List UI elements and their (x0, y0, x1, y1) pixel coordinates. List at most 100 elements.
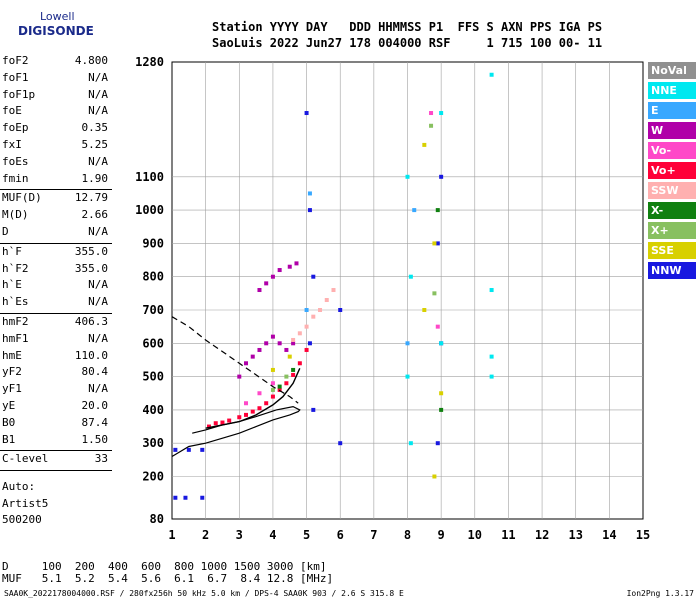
param-value: 406.3 (74, 314, 108, 328)
x-tick-label: 11 (501, 528, 515, 542)
echo-point-nnw (173, 495, 178, 500)
logo-lowell: Lowell (40, 10, 75, 23)
echo-point-vo- (304, 347, 309, 352)
param-value: 0.35 (81, 121, 109, 135)
param-value: 20.0 (81, 398, 109, 412)
legend-item-x-: X- (648, 202, 696, 219)
param-row: foEp 0.35 (0, 121, 112, 138)
echo-point-w (257, 288, 262, 293)
echo-point-ssw (318, 308, 323, 312)
echo-point-ssw (311, 314, 316, 319)
echo-point-ssw (324, 298, 329, 303)
echo-point-nnw (338, 308, 343, 312)
y-tick-label: 400 (142, 403, 164, 417)
echo-point-nnw (183, 495, 188, 500)
param-name: hmF2 (2, 314, 29, 328)
echo-point-ssw (304, 324, 309, 329)
echo-point-vo- (207, 424, 212, 429)
echo-point-vo- (435, 324, 440, 329)
param-row: fxI 5.25 (0, 138, 112, 155)
echo-point-nnw (304, 111, 309, 116)
muf-table: D 100 200 400 600 800 1000 1500 3000 [km… (2, 561, 333, 585)
param-name: foEp (2, 121, 29, 135)
y-tick-label: 800 (142, 270, 164, 284)
param-value: 5.25 (81, 137, 109, 151)
echo-point-vo- (264, 401, 269, 406)
auto-line-1: Auto: (2, 480, 36, 493)
x-tick-label: 13 (568, 528, 582, 542)
param-name: B0 (2, 415, 16, 429)
param-value: N/A (88, 104, 108, 118)
echo-point-w (284, 347, 289, 352)
param-name: yE (2, 398, 16, 412)
param-separator (0, 242, 112, 244)
x-tick-label: 12 (535, 528, 549, 542)
y-tick-label: 1000 (135, 203, 164, 217)
echo-point-vo- (213, 421, 218, 426)
echo-point-vo- (429, 111, 434, 116)
echo-point-sse (432, 474, 437, 479)
param-separator (0, 470, 112, 472)
legend-item-nnw: NNW (648, 262, 696, 279)
version-label: Ion2Png 1.3.17 (626, 589, 694, 598)
x-tick-label: 1 (168, 528, 175, 542)
param-name: fxI (2, 137, 22, 151)
param-value: 2.66 (81, 208, 109, 222)
param-name: B1 (2, 432, 16, 446)
param-name: h`E (2, 278, 22, 292)
param-name: M(D) (2, 208, 29, 222)
echo-point-vo- (297, 361, 302, 366)
echo-point-nne (405, 374, 410, 379)
echo-point-nne (439, 111, 444, 116)
echo-point-vo- (257, 391, 262, 396)
param-value: N/A (88, 87, 108, 101)
echo-point-w (237, 374, 242, 379)
header-line-1: Station YYYY DAY DDD HHMMSS P1 FFS S AXN… (212, 20, 603, 34)
param-value: 12.79 (74, 191, 108, 205)
param-row: h`E N/A (0, 278, 112, 295)
param-row: yE 20.0 (0, 399, 112, 416)
echo-point-w (270, 274, 275, 279)
echo-point-nne (489, 288, 494, 293)
param-row: MUF(D) 12.79 (0, 191, 112, 208)
x-tick-label: 10 (468, 528, 482, 542)
header-line-2: SaoLuis 2022 Jun27 178 004000 RSF 1 715 … (212, 36, 603, 50)
param-value: 33 (94, 452, 108, 466)
param-row: foEs N/A (0, 155, 112, 172)
legend-item-nne: NNE (648, 82, 696, 99)
auto-line-2: Artist5 (2, 496, 49, 510)
param-value: N/A (88, 382, 108, 396)
y-tick-label: 1100 (135, 170, 164, 184)
echo-point-w (270, 334, 275, 339)
param-separator (0, 189, 112, 191)
y-tick-label: 500 (142, 370, 164, 384)
x-tick-label: 5 (303, 528, 310, 542)
param-value: N/A (88, 154, 108, 168)
y-tick-label: 300 (142, 436, 164, 450)
param-row: hmF1 N/A (0, 332, 112, 349)
echo-point-nne (439, 341, 444, 346)
echo-point-ssw (331, 288, 336, 293)
echo-point-nnw (338, 441, 343, 446)
param-value: 87.4 (81, 415, 109, 429)
param-name: foEs (2, 154, 29, 168)
param-name: fmin (2, 171, 29, 185)
echo-point-nnw (200, 495, 205, 500)
param-name: h`F (2, 244, 22, 258)
echo-point-e (304, 308, 309, 312)
logo-digisonde: DIGISONDE (18, 24, 94, 38)
param-value: 1.50 (81, 432, 109, 446)
echo-point-sse (422, 308, 427, 312)
echo-point-sse (432, 241, 437, 246)
param-row: foF1p N/A (0, 88, 112, 105)
echo-point-vo- (244, 401, 249, 406)
param-row: foF1 N/A (0, 71, 112, 88)
echo-point-x- (439, 407, 444, 412)
echo-point-w (264, 341, 269, 346)
echo-point-e (405, 341, 410, 346)
echo-point-vo- (220, 420, 225, 425)
echo-point-nne (489, 354, 494, 359)
muf-frequency-row: MUF 5.1 5.2 5.4 5.6 6.1 6.7 8.4 12.8 [MH… (2, 572, 334, 585)
param-row: hmE 110.0 (0, 349, 112, 366)
